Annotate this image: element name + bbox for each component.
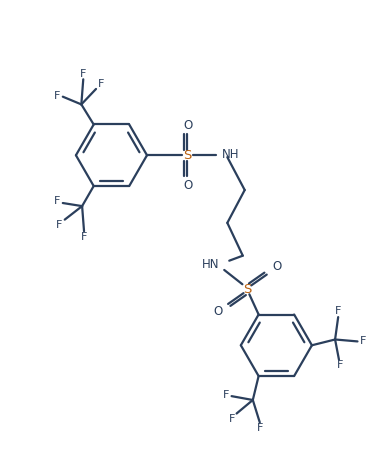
Text: F: F <box>98 80 105 89</box>
Text: O: O <box>214 305 223 318</box>
Text: F: F <box>81 232 87 242</box>
Text: F: F <box>336 360 343 370</box>
Text: O: O <box>183 179 192 192</box>
Text: F: F <box>257 423 263 433</box>
Text: F: F <box>228 414 235 424</box>
Text: F: F <box>54 197 60 206</box>
Text: F: F <box>360 336 366 346</box>
Text: F: F <box>54 91 60 101</box>
Text: F: F <box>80 68 86 79</box>
Text: O: O <box>272 260 281 273</box>
Text: S: S <box>183 149 192 162</box>
Text: F: F <box>223 390 229 400</box>
Text: F: F <box>56 219 62 230</box>
Text: F: F <box>335 306 342 316</box>
Text: O: O <box>183 119 192 132</box>
Text: HN: HN <box>202 258 220 271</box>
Text: S: S <box>243 283 252 296</box>
Text: NH: NH <box>222 148 239 161</box>
